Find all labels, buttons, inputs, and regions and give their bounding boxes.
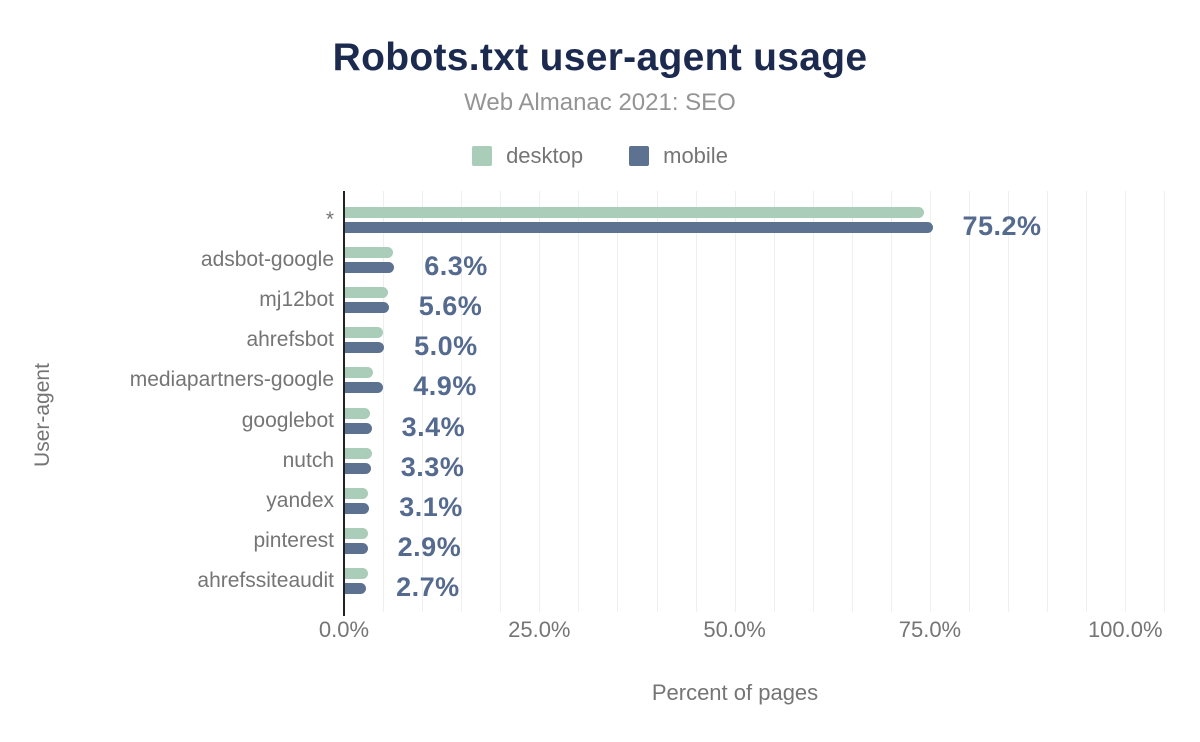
x-tick-label-100: 100.0% (1087, 617, 1163, 642)
category-label-pinterest: pinterest (253, 528, 334, 552)
x-tick-label-50: 50.0% (703, 617, 766, 642)
bar-desktop-googlebot[interactable] (345, 407, 370, 419)
bar-mobile-adsbot-google[interactable] (345, 262, 395, 274)
gridline-10pct (422, 191, 424, 612)
gridline-35pct (617, 191, 619, 612)
bar-mobile-googlebot[interactable] (345, 422, 372, 434)
gridline-50pct (734, 191, 736, 612)
x-tick-label-75: 75.0% (898, 617, 962, 642)
value-label-yandex: 3.1% (399, 491, 463, 522)
category-label-adsbot-google: adsbot-google (200, 248, 334, 272)
gridline-5pct (383, 191, 385, 612)
bar-mobile-yandex[interactable] (345, 502, 370, 514)
gridline-30pct (578, 191, 580, 612)
bar-mobile-star[interactable] (345, 222, 933, 233)
bar-mobile-nutch[interactable] (345, 462, 371, 474)
bar-desktop-pinterest[interactable] (345, 527, 368, 539)
gridline-60pct (812, 191, 814, 612)
gridline-70pct (890, 191, 892, 612)
legend-item-mobile[interactable]: mobile (629, 143, 728, 169)
gridline-25pct (539, 191, 541, 612)
gridline-15pct (461, 191, 463, 612)
bar-desktop-yandex[interactable] (345, 487, 369, 499)
value-label-adsbot-google: 6.3% (424, 251, 488, 282)
value-label-ahrefsbot: 5.0% (414, 331, 478, 362)
gridline-90pct (1047, 191, 1049, 612)
category-label-star: * (325, 208, 334, 231)
value-label-star: 75.2% (962, 211, 1042, 241)
category-label-mj12bot: mj12bot (259, 288, 334, 312)
gridline-75pct (929, 191, 931, 612)
value-label-mj12bot: 5.6% (418, 291, 483, 322)
category-label-ahrefsbot: ahrefsbot (246, 328, 334, 352)
bar-desktop-mj12bot[interactable] (345, 287, 388, 299)
gridline-20pct (500, 191, 502, 612)
bar-mobile-ahrefssiteaudit[interactable] (345, 582, 367, 594)
bar-mobile-mediapartners-google[interactable] (345, 382, 384, 394)
legend-label-mobile: mobile (663, 143, 728, 168)
bar-mobile-ahrefsbot[interactable] (345, 342, 385, 354)
bar-desktop-ahrefsbot[interactable] (345, 327, 384, 339)
legend-label-desktop: desktop (506, 143, 584, 168)
bar-desktop-mediapartners-google[interactable] (345, 367, 374, 379)
category-label-ahrefssiteaudit: ahrefssiteaudit (197, 568, 334, 592)
gridline-95pct (1086, 191, 1088, 612)
category-label-yandex: yandex (266, 488, 334, 512)
gridline-55pct (773, 191, 775, 612)
legend-item-desktop[interactable]: desktop (472, 143, 583, 169)
bar-desktop-ahrefssiteaudit[interactable] (345, 567, 368, 579)
x-tick-label-0: 0.0% (318, 617, 370, 642)
chart-subtitle: Web Almanac 2021: SEO (464, 89, 736, 116)
legend-swatch-desktop (472, 146, 493, 166)
chart-title: Robots.txt user-agent usage (332, 36, 868, 79)
gridline-65pct (851, 191, 853, 612)
bar-mobile-mj12bot[interactable] (345, 302, 389, 314)
bar-desktop-star[interactable] (345, 207, 924, 218)
legend-swatch-mobile (629, 146, 650, 166)
category-label-nutch: nutch (282, 448, 334, 472)
bar-mobile-pinterest[interactable] (345, 542, 368, 554)
x-axis-zero-tick (343, 608, 345, 616)
x-tick-label-25: 25.0% (508, 617, 571, 642)
x-axis-title: Percent of pages (651, 680, 819, 705)
gridline-45pct (695, 191, 697, 612)
category-label-mediapartners-google: mediapartners-google (129, 368, 334, 392)
gridline-100pct (1125, 191, 1127, 612)
value-label-nutch: 3.3% (400, 451, 465, 482)
bar-desktop-nutch[interactable] (345, 447, 372, 459)
value-label-mediapartners-google: 4.9% (413, 371, 477, 402)
y-axis-line (343, 191, 345, 608)
gridline-40pct (656, 191, 658, 612)
value-label-pinterest: 2.9% (397, 531, 462, 562)
gridline-85pct (1008, 191, 1010, 612)
legend: desktop mobile (0, 143, 1200, 169)
value-label-ahrefssiteaudit: 2.7% (396, 571, 460, 602)
gridline-105pct (1164, 191, 1166, 612)
value-label-googlebot: 3.4% (401, 411, 466, 442)
category-label-googlebot: googlebot (241, 408, 334, 432)
bar-desktop-adsbot-google[interactable] (345, 247, 394, 259)
gridline-80pct (969, 191, 970, 612)
